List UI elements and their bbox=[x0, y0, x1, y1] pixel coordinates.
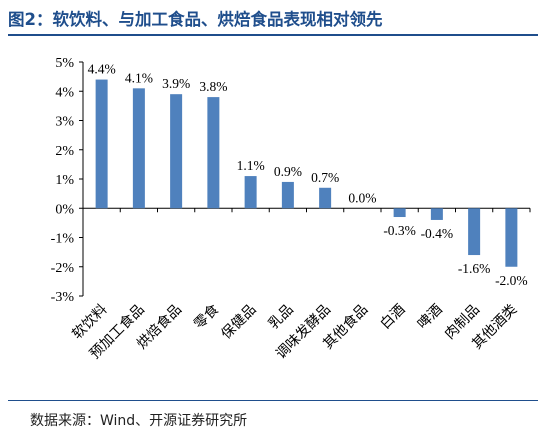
data-label: 0.7% bbox=[311, 170, 339, 185]
bar bbox=[244, 176, 257, 209]
data-label: -0.3% bbox=[383, 223, 416, 238]
data-label: 3.8% bbox=[199, 79, 227, 94]
bar bbox=[319, 187, 332, 209]
y-tick-label: -3% bbox=[51, 290, 75, 305]
bar bbox=[468, 208, 481, 256]
x-tick-label: 啤酒 bbox=[415, 302, 446, 333]
y-tick-label: 0% bbox=[55, 202, 74, 217]
title-underline bbox=[8, 34, 538, 36]
y-tick-label: 3% bbox=[55, 115, 74, 130]
data-label: 0.9% bbox=[274, 164, 302, 179]
bar bbox=[505, 208, 518, 267]
x-tick-label: 乳品 bbox=[266, 302, 297, 333]
y-tick-label: 4% bbox=[55, 85, 74, 100]
data-label: 4.4% bbox=[88, 62, 116, 77]
source-note: 数据来源：Wind、开源证券研究所 bbox=[30, 413, 248, 429]
bar bbox=[207, 97, 220, 209]
x-tick-label: 白酒 bbox=[377, 302, 408, 333]
data-label: 3.9% bbox=[162, 76, 190, 91]
footer-rule bbox=[8, 400, 538, 401]
bar bbox=[132, 88, 145, 209]
bar bbox=[95, 79, 108, 209]
figure-title: 图2：软饮料、与加工食品、烘焙食品表现相对领先 bbox=[8, 10, 383, 29]
data-label: -0.4% bbox=[421, 226, 454, 241]
bar-chart: 5%4%3%2%1%0%-1%-2%-3%4.4%软饮料4.1%预加工食品3.9… bbox=[51, 56, 531, 362]
bar bbox=[430, 208, 443, 220]
data-label: 0.0% bbox=[348, 190, 376, 205]
x-tick-label: 保健品 bbox=[218, 302, 259, 343]
y-tick-label: -2% bbox=[51, 261, 75, 276]
bar bbox=[393, 208, 406, 218]
bar bbox=[281, 181, 294, 209]
data-label: 4.1% bbox=[125, 70, 153, 85]
bar bbox=[170, 94, 183, 209]
x-tick-label: 零食 bbox=[190, 301, 222, 333]
y-tick-label: 2% bbox=[55, 144, 74, 159]
data-label: -2.0% bbox=[495, 273, 528, 288]
y-tick-label: -1% bbox=[51, 232, 75, 247]
data-label: 1.1% bbox=[237, 158, 265, 173]
data-label: -1.6% bbox=[458, 261, 491, 276]
y-tick-label: 1% bbox=[55, 173, 74, 188]
y-tick-label: 5% bbox=[55, 56, 74, 71]
